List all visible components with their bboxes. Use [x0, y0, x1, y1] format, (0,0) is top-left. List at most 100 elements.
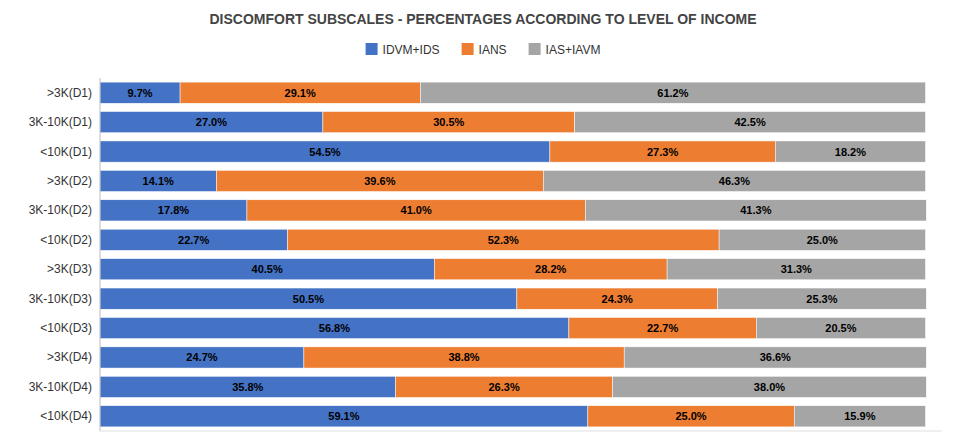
bar-segment	[304, 347, 624, 368]
bar-segment	[613, 376, 927, 397]
data-label: 39.6%	[364, 175, 395, 187]
bars	[100, 82, 926, 427]
bar-segment	[717, 288, 926, 309]
data-label: 29.1%	[285, 87, 316, 99]
data-label: 25.3%	[806, 293, 837, 305]
data-label: 52.3%	[488, 234, 519, 246]
y-tick-label: <10K(D1)	[40, 145, 92, 159]
data-label: 30.5%	[433, 116, 464, 128]
data-label: 27.0%	[196, 116, 227, 128]
bar-segment	[100, 347, 304, 368]
bar-segment	[100, 317, 569, 338]
data-label: 28.2%	[535, 263, 566, 275]
data-label: 41.0%	[401, 204, 432, 216]
legend-label: IANS	[479, 43, 507, 57]
data-label: 46.3%	[719, 175, 750, 187]
data-label: 24.7%	[186, 351, 217, 363]
bar-segment	[667, 259, 925, 280]
legend-swatch	[529, 43, 541, 55]
data-label: 38.0%	[754, 381, 785, 393]
data-label: 25.0%	[807, 234, 838, 246]
legend-swatch	[366, 43, 378, 55]
data-label: 36.6%	[760, 351, 791, 363]
bar-segment	[588, 406, 794, 427]
data-label: 26.3%	[488, 381, 519, 393]
data-label: 40.5%	[252, 263, 283, 275]
data-label: 18.2%	[835, 146, 866, 158]
bar-segment	[100, 406, 588, 427]
bar-segment	[575, 112, 926, 133]
bar-segment	[216, 170, 543, 191]
data-label: 59.1%	[328, 410, 359, 422]
data-label: 14.1%	[143, 175, 174, 187]
bar-segment	[100, 82, 180, 103]
data-label: 61.2%	[657, 87, 688, 99]
legend-label: IDVM+IDS	[383, 43, 440, 57]
bar-segment	[323, 112, 575, 133]
data-labels: 9.7% 29.1% 61.2% 27.0% 30.5% 42.5% 54.5% 27.3% 1…	[127, 87, 875, 423]
bar-segment	[775, 141, 925, 162]
title: DISCOMFORT SUBSCALES - PERCENTAGES ACCOR…	[209, 11, 756, 27]
y-tick-label: 3K-10K(D3)	[29, 292, 92, 306]
data-label: 15.9%	[844, 410, 875, 422]
bar-segment	[396, 376, 613, 397]
bar-segment	[794, 406, 925, 427]
bar-segment	[247, 200, 585, 221]
bar-segment	[100, 259, 434, 280]
data-label: 25.0%	[675, 410, 706, 422]
bar-segment	[420, 82, 925, 103]
x-axis-line	[100, 431, 942, 432]
data-label: 9.7%	[127, 87, 152, 99]
legend-item: IANS	[462, 43, 507, 57]
bar-segment	[100, 112, 323, 133]
data-label: 56.8%	[319, 322, 350, 334]
y-axis-line	[100, 78, 101, 431]
data-label: 54.5%	[309, 146, 340, 158]
y-tick-label: >3K(D3)	[47, 262, 92, 276]
y-tick-label: 3K-10K(D1)	[29, 115, 92, 129]
y-tick-label: <10K(D3)	[40, 321, 92, 335]
y-tick-label: <10K(D2)	[40, 233, 92, 247]
legend: IDVM+IDS IANS IAS+IAVM	[366, 43, 601, 57]
data-label: 35.8%	[232, 381, 263, 393]
data-label: 24.3%	[602, 293, 633, 305]
bar-segment	[100, 288, 517, 309]
y-tick-label: >3K(D1)	[47, 86, 92, 100]
bar-segment	[100, 376, 396, 397]
bar-segment	[100, 141, 550, 162]
chart: DISCOMFORT SUBSCALES - PERCENTAGES ACCOR…	[0, 0, 966, 445]
legend-label: IAS+IAVM	[546, 43, 601, 57]
data-label: 38.8%	[448, 351, 479, 363]
bar-segment	[543, 170, 925, 191]
y-tick-label: 3K-10K(D2)	[29, 203, 92, 217]
bar-segment	[624, 347, 926, 368]
bar-segment	[569, 317, 756, 338]
bar-segment	[517, 288, 718, 309]
data-label: 27.3%	[647, 146, 678, 158]
bar-segment	[100, 229, 287, 250]
data-label: 42.5%	[734, 116, 765, 128]
bar-segment	[100, 170, 216, 191]
data-label: 17.8%	[158, 204, 189, 216]
data-label: 50.5%	[293, 293, 324, 305]
bar-segment	[756, 317, 925, 338]
data-label: 22.7%	[647, 322, 678, 334]
bar-segment	[287, 229, 719, 250]
legend-item: IAS+IAVM	[529, 43, 601, 57]
bar-segment	[550, 141, 775, 162]
legend-swatch	[462, 43, 474, 55]
bar-segment	[585, 200, 926, 221]
y-tick-label: >3K(D4)	[47, 350, 92, 364]
bar-segment	[100, 200, 247, 221]
y-tick-label: <10K(D4)	[40, 409, 92, 423]
bar-segment	[180, 82, 420, 103]
data-label: 41.3%	[740, 204, 771, 216]
y-tick-label: 3K-10K(D4)	[29, 380, 92, 394]
legend-item: IDVM+IDS	[366, 43, 440, 57]
data-label: 31.3%	[781, 263, 812, 275]
bar-segment	[719, 229, 925, 250]
axes: >3K(D1) 3K-10K(D1) <10K(D1) >3K(D2) 3K-10K(D…	[29, 78, 942, 431]
data-label: 20.5%	[825, 322, 856, 334]
data-label: 22.7%	[178, 234, 209, 246]
y-tick-label: >3K(D2)	[47, 174, 92, 188]
